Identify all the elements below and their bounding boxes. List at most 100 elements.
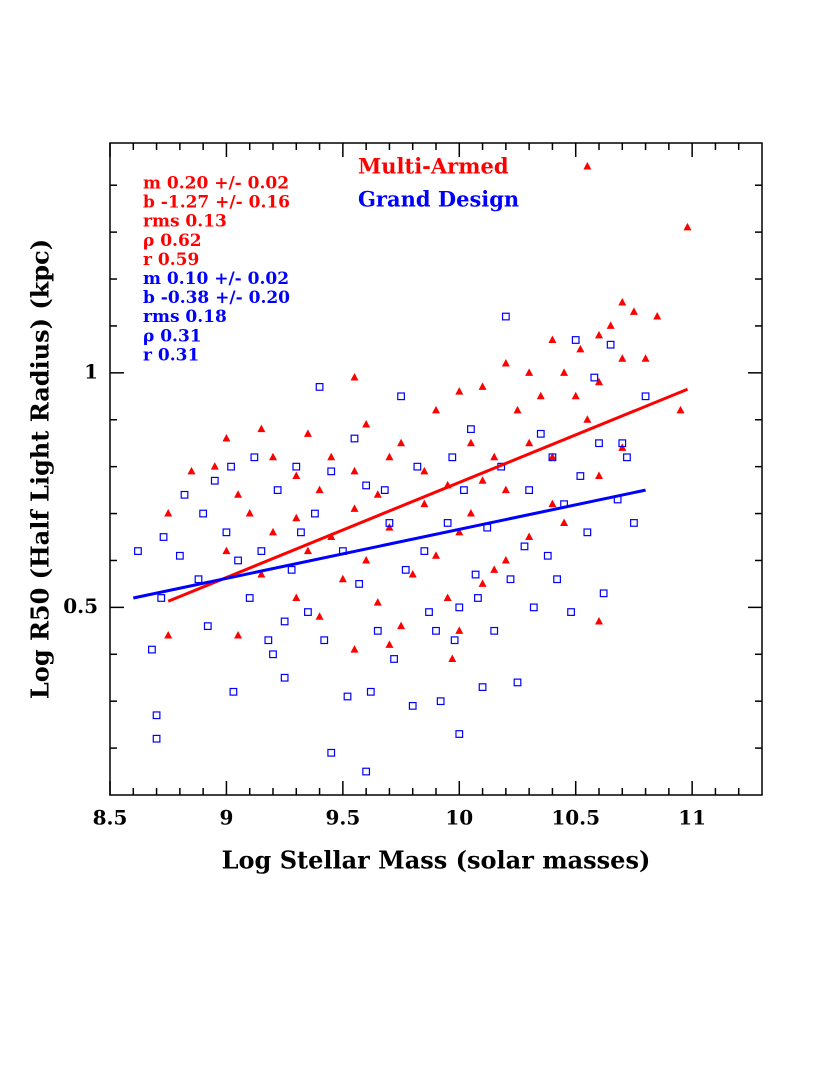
square-marker — [210, 476, 219, 485]
square-marker — [506, 575, 515, 584]
triangle-marker — [292, 593, 301, 601]
square-marker — [436, 697, 445, 706]
square-marker — [474, 594, 482, 602]
triangle-marker — [245, 509, 254, 517]
square-marker — [292, 462, 301, 471]
square-marker — [152, 711, 161, 720]
plot-frame — [109, 142, 763, 796]
triangle-marker — [618, 297, 627, 306]
annotation: b -1.27 +/- 0.16 — [143, 193, 290, 213]
square-marker — [513, 678, 522, 687]
triangle-marker — [420, 466, 429, 475]
square-marker — [618, 439, 627, 448]
square-marker — [606, 340, 615, 349]
square-marker — [576, 472, 585, 480]
annotation: m 0.10 +/- 0.02 — [143, 269, 289, 289]
square-marker — [641, 392, 650, 401]
triangle-marker — [455, 626, 464, 634]
square-marker — [343, 692, 352, 701]
square-marker — [157, 594, 166, 602]
triangle-marker — [501, 485, 510, 494]
annotation: r 0.59 — [143, 250, 199, 270]
triangle-marker — [595, 330, 603, 339]
triangle-marker — [576, 344, 585, 353]
triangle-marker — [595, 471, 603, 480]
square-marker — [355, 580, 364, 588]
square-marker — [152, 734, 161, 743]
square-marker — [590, 373, 599, 382]
triangle-marker — [548, 335, 557, 344]
triangle-marker — [560, 368, 569, 376]
square-marker — [250, 453, 259, 462]
square-marker — [148, 645, 156, 654]
triangle-marker — [327, 452, 336, 461]
square-marker — [420, 547, 429, 555]
triangle-marker — [338, 574, 347, 583]
square-marker — [478, 683, 487, 692]
square-marker — [583, 528, 592, 537]
square-marker — [599, 589, 608, 598]
triangle-marker — [397, 621, 406, 630]
triangle-marker — [257, 570, 266, 578]
square-marker — [134, 547, 142, 555]
square-marker — [194, 575, 203, 584]
triangle-marker — [683, 222, 692, 231]
square-marker — [536, 429, 545, 438]
triangle-marker — [478, 382, 487, 390]
triangle-marker — [222, 434, 231, 442]
square-marker — [390, 655, 398, 663]
square-marker — [287, 565, 296, 574]
square-marker — [269, 650, 277, 659]
x-axis-label: Log Stellar Mass (solar masses) — [222, 846, 651, 875]
triangle-marker — [164, 509, 173, 517]
square-marker — [234, 556, 242, 565]
triangle-marker — [478, 579, 487, 587]
triangle-marker — [501, 555, 510, 564]
y-axis-label: Log R50 (Half Light Radius) (kpc) — [26, 239, 55, 699]
annotation: m 0.20 +/- 0.02 — [143, 174, 289, 194]
triangle-marker — [583, 161, 592, 170]
square-marker — [327, 467, 336, 476]
square-marker — [553, 575, 561, 584]
square-marker — [264, 636, 273, 645]
triangle-marker — [164, 631, 173, 639]
triangle-marker — [443, 593, 452, 601]
square-marker — [320, 636, 329, 645]
annotation: rms 0.13 — [143, 212, 227, 232]
triangle-marker — [315, 612, 324, 620]
triangle-marker — [385, 523, 394, 531]
square-marker — [362, 767, 371, 776]
triangle-marker — [373, 598, 382, 606]
square-marker — [159, 533, 168, 541]
x-tick-label: 10.5 — [551, 806, 600, 830]
square-marker — [385, 519, 394, 527]
square-marker — [623, 453, 631, 462]
x-tick-label: 9 — [219, 806, 233, 830]
square-marker — [460, 486, 468, 495]
annotation: r 0.31 — [143, 345, 199, 365]
square-marker — [571, 336, 580, 344]
square-marker — [180, 490, 189, 499]
triangle-marker — [432, 551, 440, 559]
triangle-marker — [234, 631, 243, 639]
triangle-marker — [350, 373, 359, 381]
triangle-marker — [525, 438, 534, 447]
x-tick-label: 10 — [445, 806, 473, 830]
square-marker — [397, 392, 405, 401]
square-marker — [199, 509, 208, 518]
square-marker — [432, 626, 440, 635]
triangle-marker — [513, 405, 522, 414]
square-marker — [425, 608, 433, 616]
square-marker — [408, 701, 417, 710]
square-marker — [297, 528, 305, 537]
y-tick-label: 1 — [84, 359, 98, 383]
triangle-marker — [629, 307, 638, 315]
triangle-marker — [448, 654, 457, 662]
square-marker — [304, 608, 312, 616]
triangle-marker — [269, 452, 277, 461]
square-marker — [543, 551, 552, 560]
triangle-marker — [618, 354, 627, 362]
square-marker — [362, 481, 371, 490]
triangle-marker — [618, 443, 627, 451]
triangle-marker — [315, 485, 324, 494]
